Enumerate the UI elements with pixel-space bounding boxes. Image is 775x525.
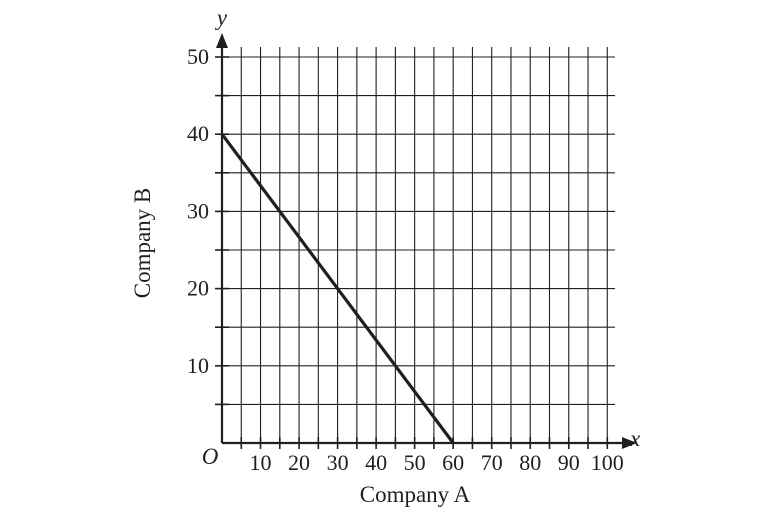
y-tick-label: 40 bbox=[187, 121, 209, 146]
axes bbox=[216, 33, 637, 449]
data-series bbox=[220, 133, 455, 444]
x-axis-arrowhead-icon bbox=[622, 437, 637, 449]
y-tick-label: 50 bbox=[187, 44, 209, 69]
x-tick-label: 80 bbox=[519, 450, 541, 475]
y-tick-label: 30 bbox=[187, 198, 209, 223]
axis-labels: x y O Company A Company B bbox=[130, 5, 641, 507]
origin-label: O bbox=[202, 444, 219, 469]
x-tick-label: 50 bbox=[404, 450, 426, 475]
x-tick-label: 90 bbox=[558, 450, 580, 475]
x-tick-label: 100 bbox=[591, 450, 624, 475]
y-axis-title: Company B bbox=[130, 188, 155, 299]
x-tick-label: 10 bbox=[250, 450, 272, 475]
x-axis-variable: x bbox=[629, 426, 641, 451]
x-tick-label: 40 bbox=[365, 450, 387, 475]
axis-ticks: 10 20 30 40 50 60 70 80 90 100 10 20 30 40 50 bbox=[187, 44, 624, 475]
x-tick-label: 30 bbox=[327, 450, 349, 475]
grid bbox=[222, 47, 615, 443]
x-tick-label: 20 bbox=[288, 450, 310, 475]
y-tick-label: 10 bbox=[187, 353, 209, 378]
x-tick-label: 70 bbox=[481, 450, 503, 475]
x-axis-title: Company A bbox=[360, 482, 471, 507]
x-tick-label: 60 bbox=[442, 450, 464, 475]
y-tick-label: 20 bbox=[187, 276, 209, 301]
y-axis-variable: y bbox=[215, 5, 228, 30]
y-axis-arrowhead-icon bbox=[216, 33, 228, 48]
series-line bbox=[220, 133, 455, 444]
